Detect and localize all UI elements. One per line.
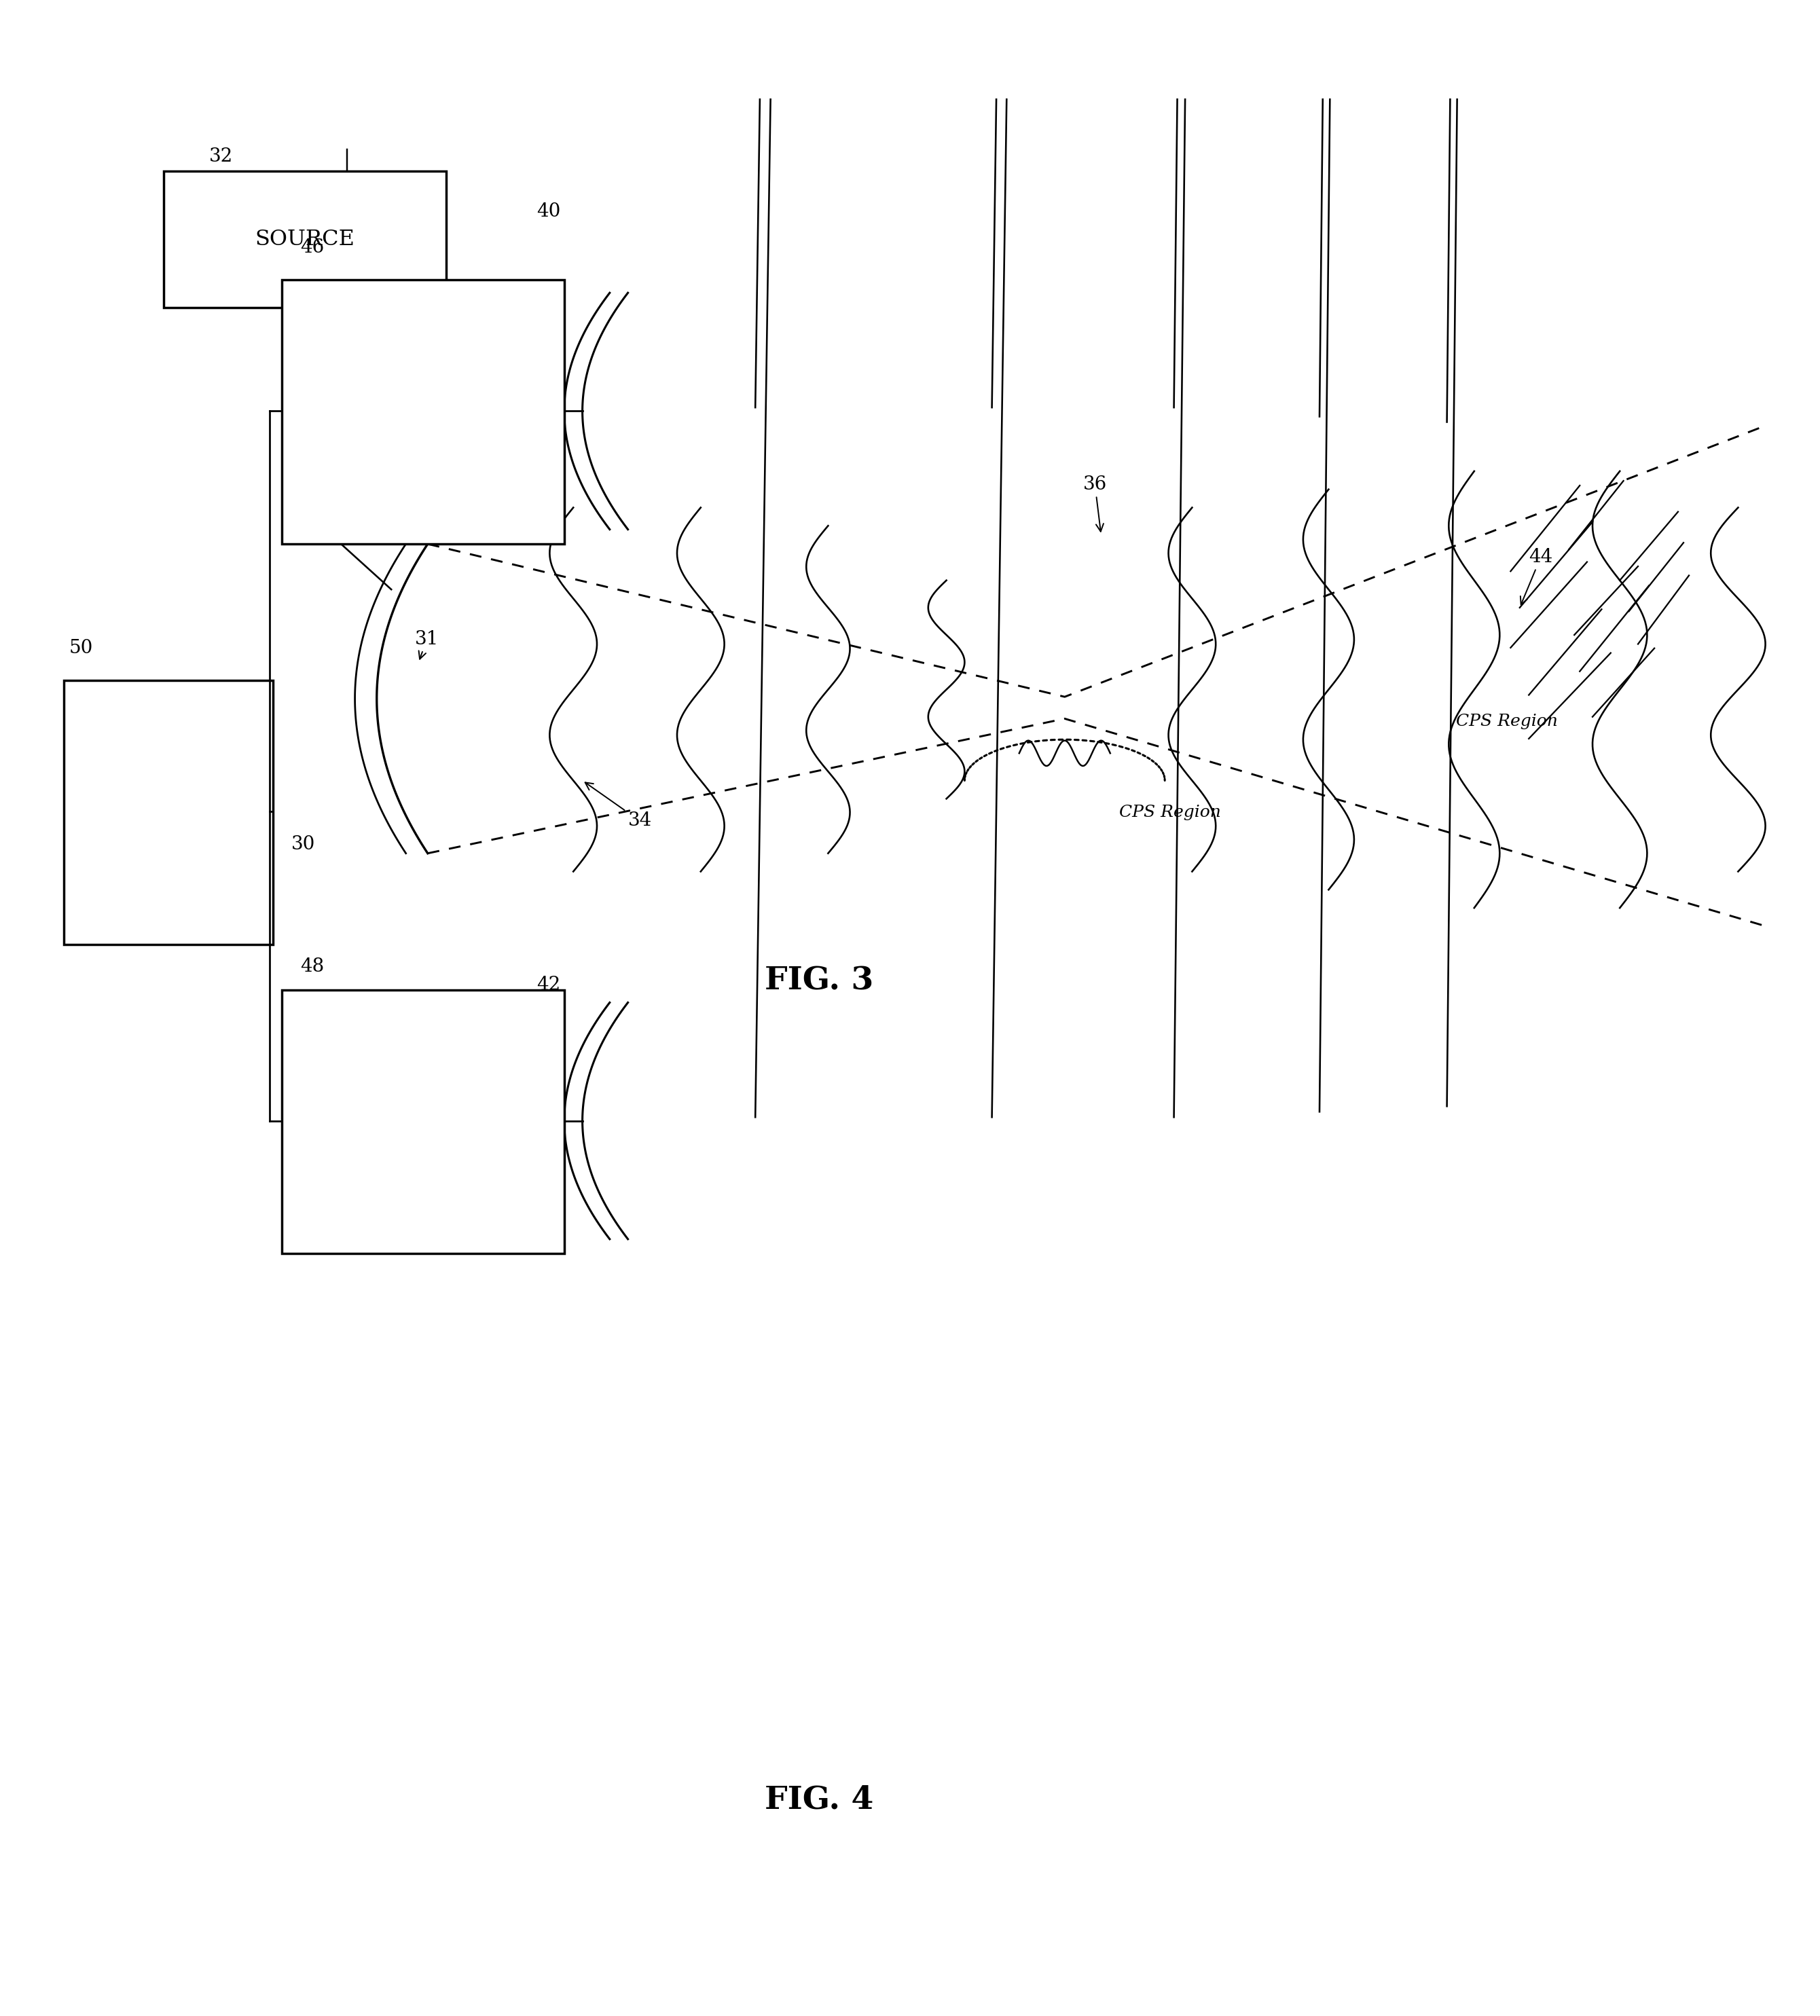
Text: 32: 32	[209, 147, 233, 165]
Text: 42: 42	[537, 976, 561, 994]
Text: 46: 46	[300, 238, 324, 256]
Text: 40: 40	[537, 202, 561, 220]
Text: 34: 34	[586, 782, 652, 831]
Text: CPS Region: CPS Region	[1456, 714, 1558, 730]
Text: 30: 30	[291, 835, 315, 853]
Text: SOURCE: SOURCE	[255, 228, 355, 250]
Text: 50: 50	[69, 639, 93, 657]
Bar	[164, 171, 446, 306]
Text: FIG. 3: FIG. 3	[764, 966, 874, 996]
Text: CPS Region: CPS Region	[1119, 804, 1221, 821]
Bar	[64, 681, 273, 943]
Text: FIG. 4: FIG. 4	[764, 1784, 874, 1814]
Text: 36: 36	[1083, 476, 1107, 532]
Text: 44: 44	[1520, 548, 1552, 605]
Text: 48: 48	[300, 958, 324, 976]
Text: 31: 31	[415, 629, 439, 659]
Bar	[282, 280, 564, 544]
Bar	[282, 990, 564, 1254]
